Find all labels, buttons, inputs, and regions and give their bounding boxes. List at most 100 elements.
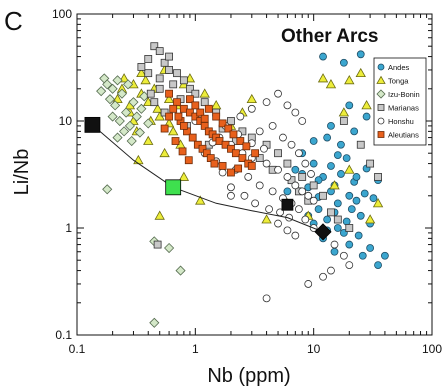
point-andes (347, 205, 356, 214)
point-marianas (227, 117, 235, 125)
point-honshu (227, 183, 235, 192)
point-tonga (159, 147, 170, 158)
point-tonga (168, 126, 179, 136)
point-aleutians (229, 130, 238, 139)
point-honshu (304, 280, 313, 288)
point-aleutians (173, 98, 181, 107)
point-marianas (200, 98, 209, 107)
point-andes (345, 101, 354, 110)
point-aleutians (221, 140, 230, 149)
point-marianas (165, 52, 173, 61)
point-tonga (344, 164, 355, 174)
point-marianas (146, 89, 155, 98)
point-izu-bonin (134, 127, 145, 138)
legend-box (373, 57, 427, 146)
point-aleutians (160, 124, 169, 133)
point-andes (330, 247, 339, 256)
point-andes (342, 154, 351, 163)
point-andes (356, 50, 365, 59)
point-tonga (199, 88, 210, 98)
point-aleutians (218, 119, 227, 128)
point-honshu (283, 226, 292, 235)
point-marianas (366, 159, 375, 168)
point-honshu (319, 272, 327, 281)
series-marianas (137, 42, 382, 249)
point-marianas (186, 84, 194, 93)
point-tonga (261, 214, 272, 224)
point-aleutians (191, 112, 200, 121)
point-andes (369, 194, 378, 203)
point-marianas (137, 63, 146, 71)
point-honshu (294, 149, 303, 158)
point-honshu (247, 104, 256, 113)
point-izu-bonin (143, 118, 154, 129)
point-andes (358, 251, 367, 260)
point-honshu (283, 101, 292, 110)
axis-ticks: 0.1 1 10 100 0.1 1 10 100 (52, 7, 442, 356)
point-andes (366, 244, 375, 252)
point-honshu (268, 187, 277, 196)
reference-marker (84, 116, 101, 133)
point-izu-bonin (149, 317, 160, 328)
point-aleutians (171, 137, 180, 145)
point-izu-bonin (121, 107, 132, 118)
x-axis-title: Nb (ppm) (207, 365, 290, 387)
point-andes (333, 224, 342, 232)
point-andes (354, 231, 363, 240)
x-tick-label: 0.1 (69, 342, 86, 356)
point-izu-bonin (112, 75, 123, 86)
series-izu-bonin (96, 73, 186, 328)
point-honshu (330, 240, 339, 249)
reference-marker (281, 198, 294, 211)
point-aleutians (186, 95, 194, 104)
point-marianas (345, 224, 354, 232)
point-honshu (298, 187, 307, 196)
point-andes (350, 127, 359, 136)
point-aleutians (247, 162, 256, 170)
legend-marker-andes (377, 63, 385, 71)
y-tick-label: 10 (59, 114, 73, 128)
point-izu-bonin (96, 86, 107, 97)
point-tonga (246, 93, 257, 104)
point-marianas (327, 208, 335, 217)
point-andes (374, 261, 382, 270)
point-honshu (262, 294, 271, 303)
point-tonga (136, 67, 147, 78)
point-marianas (374, 173, 382, 181)
point-honshu (236, 112, 245, 121)
point-honshu (345, 261, 354, 270)
point-izu-bonin (110, 100, 121, 111)
point-honshu (262, 159, 271, 168)
point-izu-bonin (114, 115, 125, 127)
point-honshu (255, 181, 264, 190)
reference-marker (314, 223, 332, 241)
point-andes (283, 187, 292, 196)
point-izu-bonin (128, 97, 139, 108)
point-andes (360, 189, 369, 198)
legend: Andes Tonga Izu-Bonin Marianas Honshu Aleutia… (373, 57, 427, 146)
point-aleutians (204, 104, 213, 113)
point-marianas (169, 80, 178, 89)
series-honshu (191, 89, 354, 303)
point-aleutians (224, 124, 233, 133)
point-andes (337, 140, 345, 149)
point-honshu (251, 199, 260, 208)
point-izu-bonin (102, 79, 113, 90)
series-aleutians (160, 89, 260, 177)
data-points (96, 42, 389, 328)
point-aleutians (178, 147, 187, 156)
point-honshu (307, 170, 315, 178)
point-tonga (143, 135, 154, 145)
point-tonga (178, 171, 190, 181)
legend-label-andes: Andes (388, 63, 410, 72)
point-aleutians (236, 137, 245, 145)
point-andes (356, 211, 365, 220)
point-tonga (344, 75, 355, 85)
point-marianas (173, 69, 181, 78)
point-aleutians (210, 159, 219, 168)
point-izu-bonin (124, 120, 135, 131)
chart-title: Other Arcs (281, 26, 379, 47)
point-tonga (154, 210, 165, 220)
legend-label-marianas: Marianas (388, 104, 419, 113)
point-izu-bonin (104, 94, 116, 105)
